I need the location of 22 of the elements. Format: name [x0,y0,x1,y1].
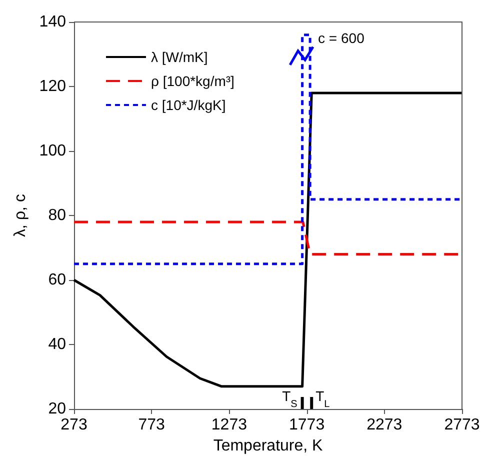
annotation: T$_{S}$ [282,388,298,410]
y-tick-label: 80 [48,207,66,224]
y-tick-label: 140 [39,14,66,30]
x-tick-label: 2773 [444,416,480,434]
line-series [72,92,464,388]
x-tick-label: 773 [138,416,166,434]
annotation: c = 600 [318,30,365,46]
legend-label: c [10*J/kgK] [151,97,226,113]
y-axis-title: λ, ρ, c [12,194,29,237]
x-tick-label: 1773 [289,416,325,434]
y-tick-label: 20 [48,400,66,418]
y-tick-label: 40 [48,336,66,353]
x-axis-title: Temperature, K [213,437,324,454]
legend-label: λ [W/mK] [151,49,208,65]
x-tick-label: 1273 [211,416,248,434]
y-tick-label: 100 [39,142,66,160]
y-tick-label: 60 [48,272,66,288]
legend-label: ρ [100*kg/m³] [151,73,234,89]
x-tick-label: 2273 [366,416,402,434]
x-tick-label: 273 [60,416,88,434]
annotation: T$_{L}$ [316,388,330,410]
y-tick-label: 120 [39,78,66,95]
